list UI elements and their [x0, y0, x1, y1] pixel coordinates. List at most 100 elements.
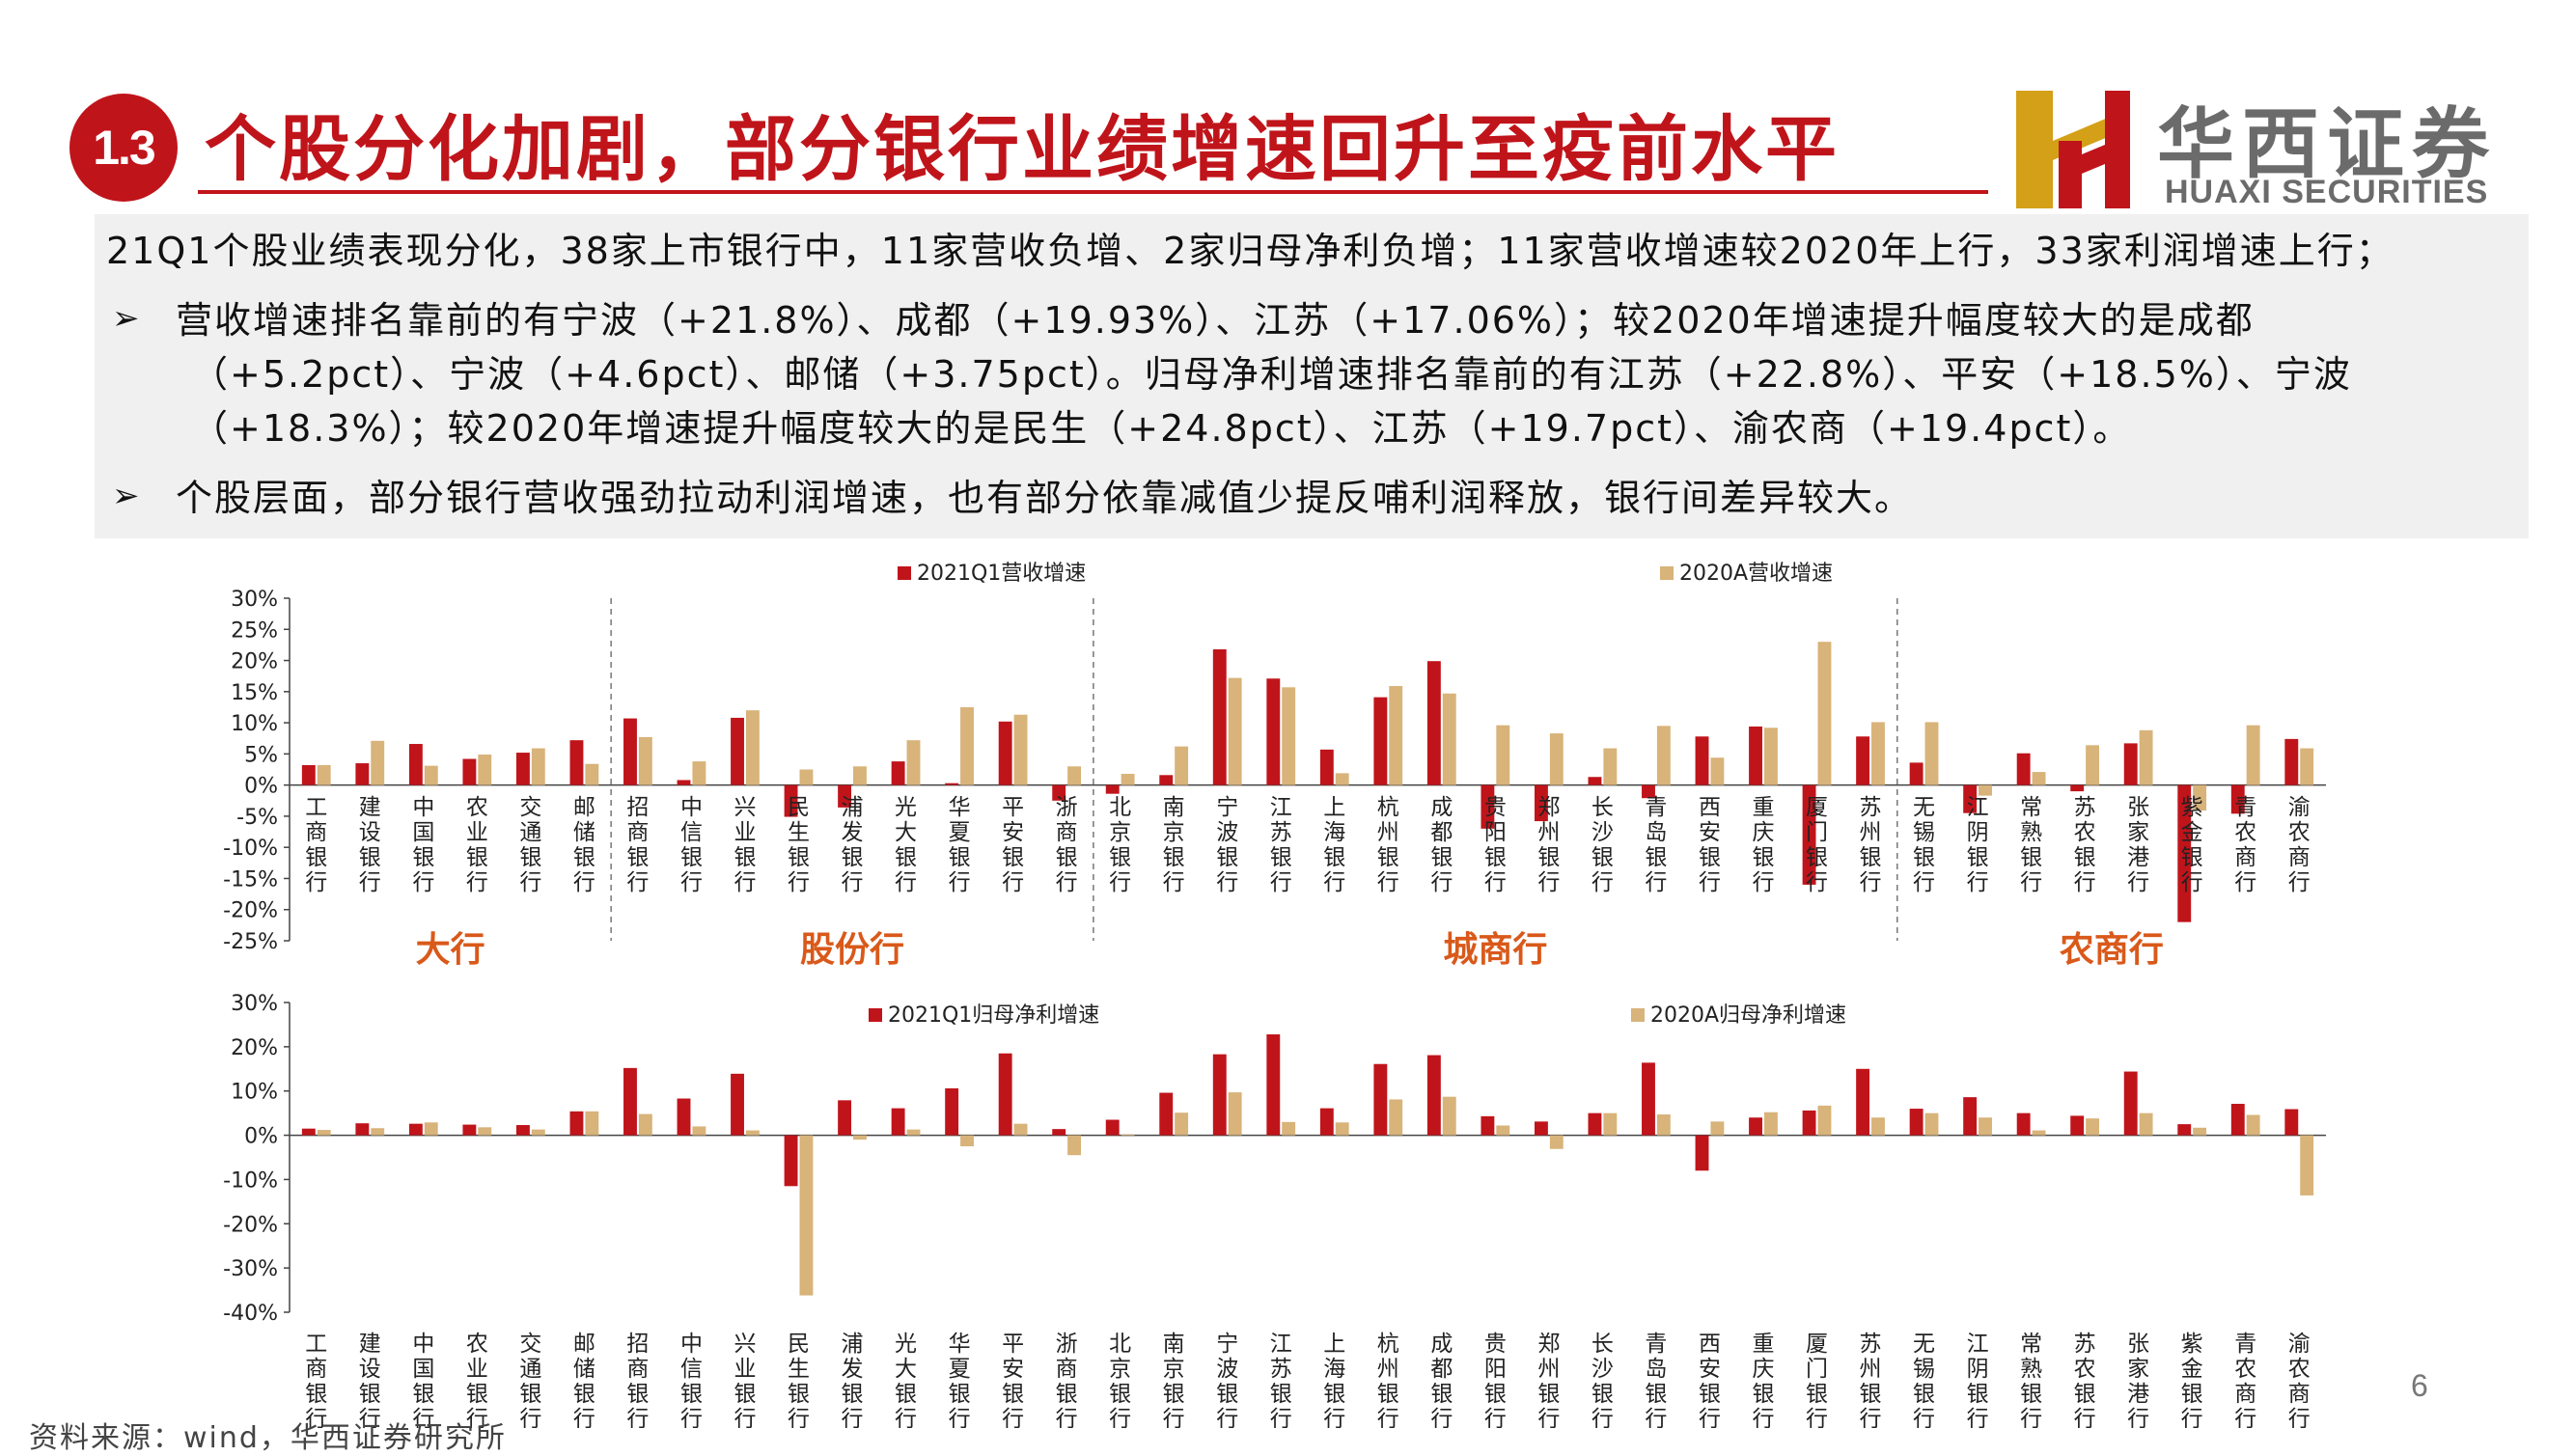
- summary-line: 21Q1个股业绩表现分化，38家上市银行中，11家营收负增、2家归母净利负增；1…: [106, 230, 2394, 272]
- bar: [1763, 1112, 1778, 1136]
- bar: [960, 1135, 974, 1147]
- bar: [2193, 1127, 2207, 1136]
- y-tick-label: 15%: [231, 681, 278, 705]
- y-tick-label: -10%: [223, 837, 278, 861]
- x-tick-label: 江阴银行: [1967, 1332, 1989, 1428]
- section-badge: 1.3: [69, 94, 178, 202]
- y-tick-label: -40%: [223, 1302, 278, 1326]
- bar: [638, 1113, 652, 1136]
- bar: [1963, 1097, 1978, 1136]
- x-tick-label: 北京银行: [1109, 1332, 1131, 1428]
- bar: [1802, 1110, 1816, 1136]
- x-tick-label: 江阴银行: [1967, 795, 1989, 895]
- y-tick-label: -10%: [223, 1168, 278, 1193]
- bar: [2300, 748, 2314, 785]
- x-tick-label: 华夏银行: [949, 1332, 971, 1428]
- bar: [1656, 1114, 1671, 1136]
- x-tick-label: 平安银行: [1002, 795, 1024, 895]
- bar: [1496, 1125, 1510, 1136]
- x-tick-label: 青农商行: [2234, 1332, 2256, 1428]
- x-tick-label: 建设银行: [359, 795, 381, 895]
- bar: [478, 1127, 492, 1136]
- bar: [2123, 743, 2138, 785]
- bar: [2086, 1118, 2100, 1136]
- x-tick-label: 厦门银行: [1806, 795, 1828, 895]
- bar: [731, 717, 744, 785]
- bar: [2016, 753, 2031, 785]
- x-tick-label: 重庆银行: [1752, 795, 1774, 895]
- bar: [891, 761, 905, 785]
- x-tick-label: 长沙银行: [1591, 795, 1614, 895]
- bar: [2246, 725, 2260, 785]
- bar: [1817, 642, 1832, 785]
- bar: [371, 1128, 385, 1136]
- bar: [2086, 745, 2100, 785]
- x-tick-label: 厦门银行: [1806, 1332, 1828, 1428]
- x-tick-label: 常熟银行: [2020, 1332, 2042, 1428]
- x-tick-label: 西安银行: [1699, 1332, 1721, 1428]
- bar: [1228, 1092, 1242, 1136]
- x-tick-label: 张家港行: [2127, 795, 2149, 895]
- bar: [745, 710, 760, 785]
- x-tick-label: 渝农商行: [2288, 1332, 2311, 1428]
- bar: [2230, 784, 2245, 814]
- bar: [478, 755, 492, 785]
- bar: [1212, 1054, 1227, 1136]
- x-tick-label: 平安银行: [1002, 1332, 1024, 1428]
- x-tick-label: 招商银行: [626, 795, 649, 895]
- bar: [677, 1098, 691, 1136]
- bar: [1909, 762, 1924, 785]
- x-tick-label: 苏农银行: [2074, 795, 2096, 895]
- bar: [569, 740, 584, 785]
- bar: [1442, 1096, 1456, 1136]
- bar: [1335, 773, 1349, 785]
- bar: [2177, 784, 2192, 922]
- bar: [371, 740, 385, 785]
- x-tick-label: 重庆银行: [1752, 1332, 1774, 1428]
- bar: [1710, 757, 1725, 785]
- bar: [1588, 1113, 1602, 1136]
- huaxi-logo-icon: [2016, 91, 2130, 208]
- bar: [1389, 686, 1403, 785]
- y-tick-label: -15%: [223, 867, 278, 892]
- x-tick-label: 杭州银行: [1377, 795, 1399, 895]
- y-tick-label: 10%: [231, 712, 278, 736]
- y-tick-label: 30%: [231, 588, 278, 612]
- x-tick-label: 工商银行: [305, 1332, 327, 1428]
- revenue-growth-chart: 30% 25% 20% 15% 10% 5% 0% -5% -10% -15% -20% -25% 大行…: [223, 562, 2326, 970]
- x-tick-label: 浙商银行: [1056, 795, 1078, 895]
- legend-swatch: [1631, 1008, 1645, 1022]
- bar: [906, 740, 921, 785]
- bar: [1121, 1134, 1135, 1136]
- x-tick-label: 贵阳银行: [1484, 795, 1507, 895]
- y-tick-label: 20%: [231, 1036, 278, 1060]
- x-tick-label: 招商银行: [626, 1332, 649, 1428]
- bar: [1603, 1113, 1618, 1136]
- bullet-text: 营收增速排名靠前的有宁波（+21.8%）、成都（+19.93%）、江苏（+17.…: [176, 299, 2255, 342]
- bar: [784, 1135, 798, 1187]
- bar: [1013, 714, 1028, 785]
- bar: [784, 784, 798, 817]
- bar: [891, 1108, 905, 1136]
- x-tick-label: 苏州银行: [1860, 795, 1882, 895]
- bar: [355, 1123, 370, 1136]
- bar: [1282, 687, 1296, 785]
- x-tick-label: 兴业银行: [733, 1332, 756, 1428]
- bar: [945, 783, 959, 785]
- x-tick-label: 宁波银行: [1216, 795, 1238, 895]
- bar: [301, 1128, 316, 1136]
- x-tick-label: 青农商行: [2234, 795, 2256, 895]
- x-tick-label: 郑州银行: [1537, 1332, 1560, 1428]
- bar: [1963, 784, 1978, 813]
- y-tick-label: 10%: [231, 1081, 278, 1105]
- bar: [2016, 1113, 2031, 1136]
- bar: [1763, 728, 1778, 785]
- x-tick-label: 华夏银行: [949, 795, 971, 895]
- bar: [1282, 1121, 1296, 1136]
- group-label: 大行: [416, 930, 485, 970]
- bullet-text: 个股层面，部分银行营收强劲拉动利润增速，也有部分依靠减值少提反哺利润释放，银行间…: [176, 477, 1914, 519]
- bar: [623, 718, 637, 785]
- bar: [1052, 1129, 1066, 1136]
- bar: [1067, 1135, 1082, 1156]
- bar: [1909, 1109, 1924, 1136]
